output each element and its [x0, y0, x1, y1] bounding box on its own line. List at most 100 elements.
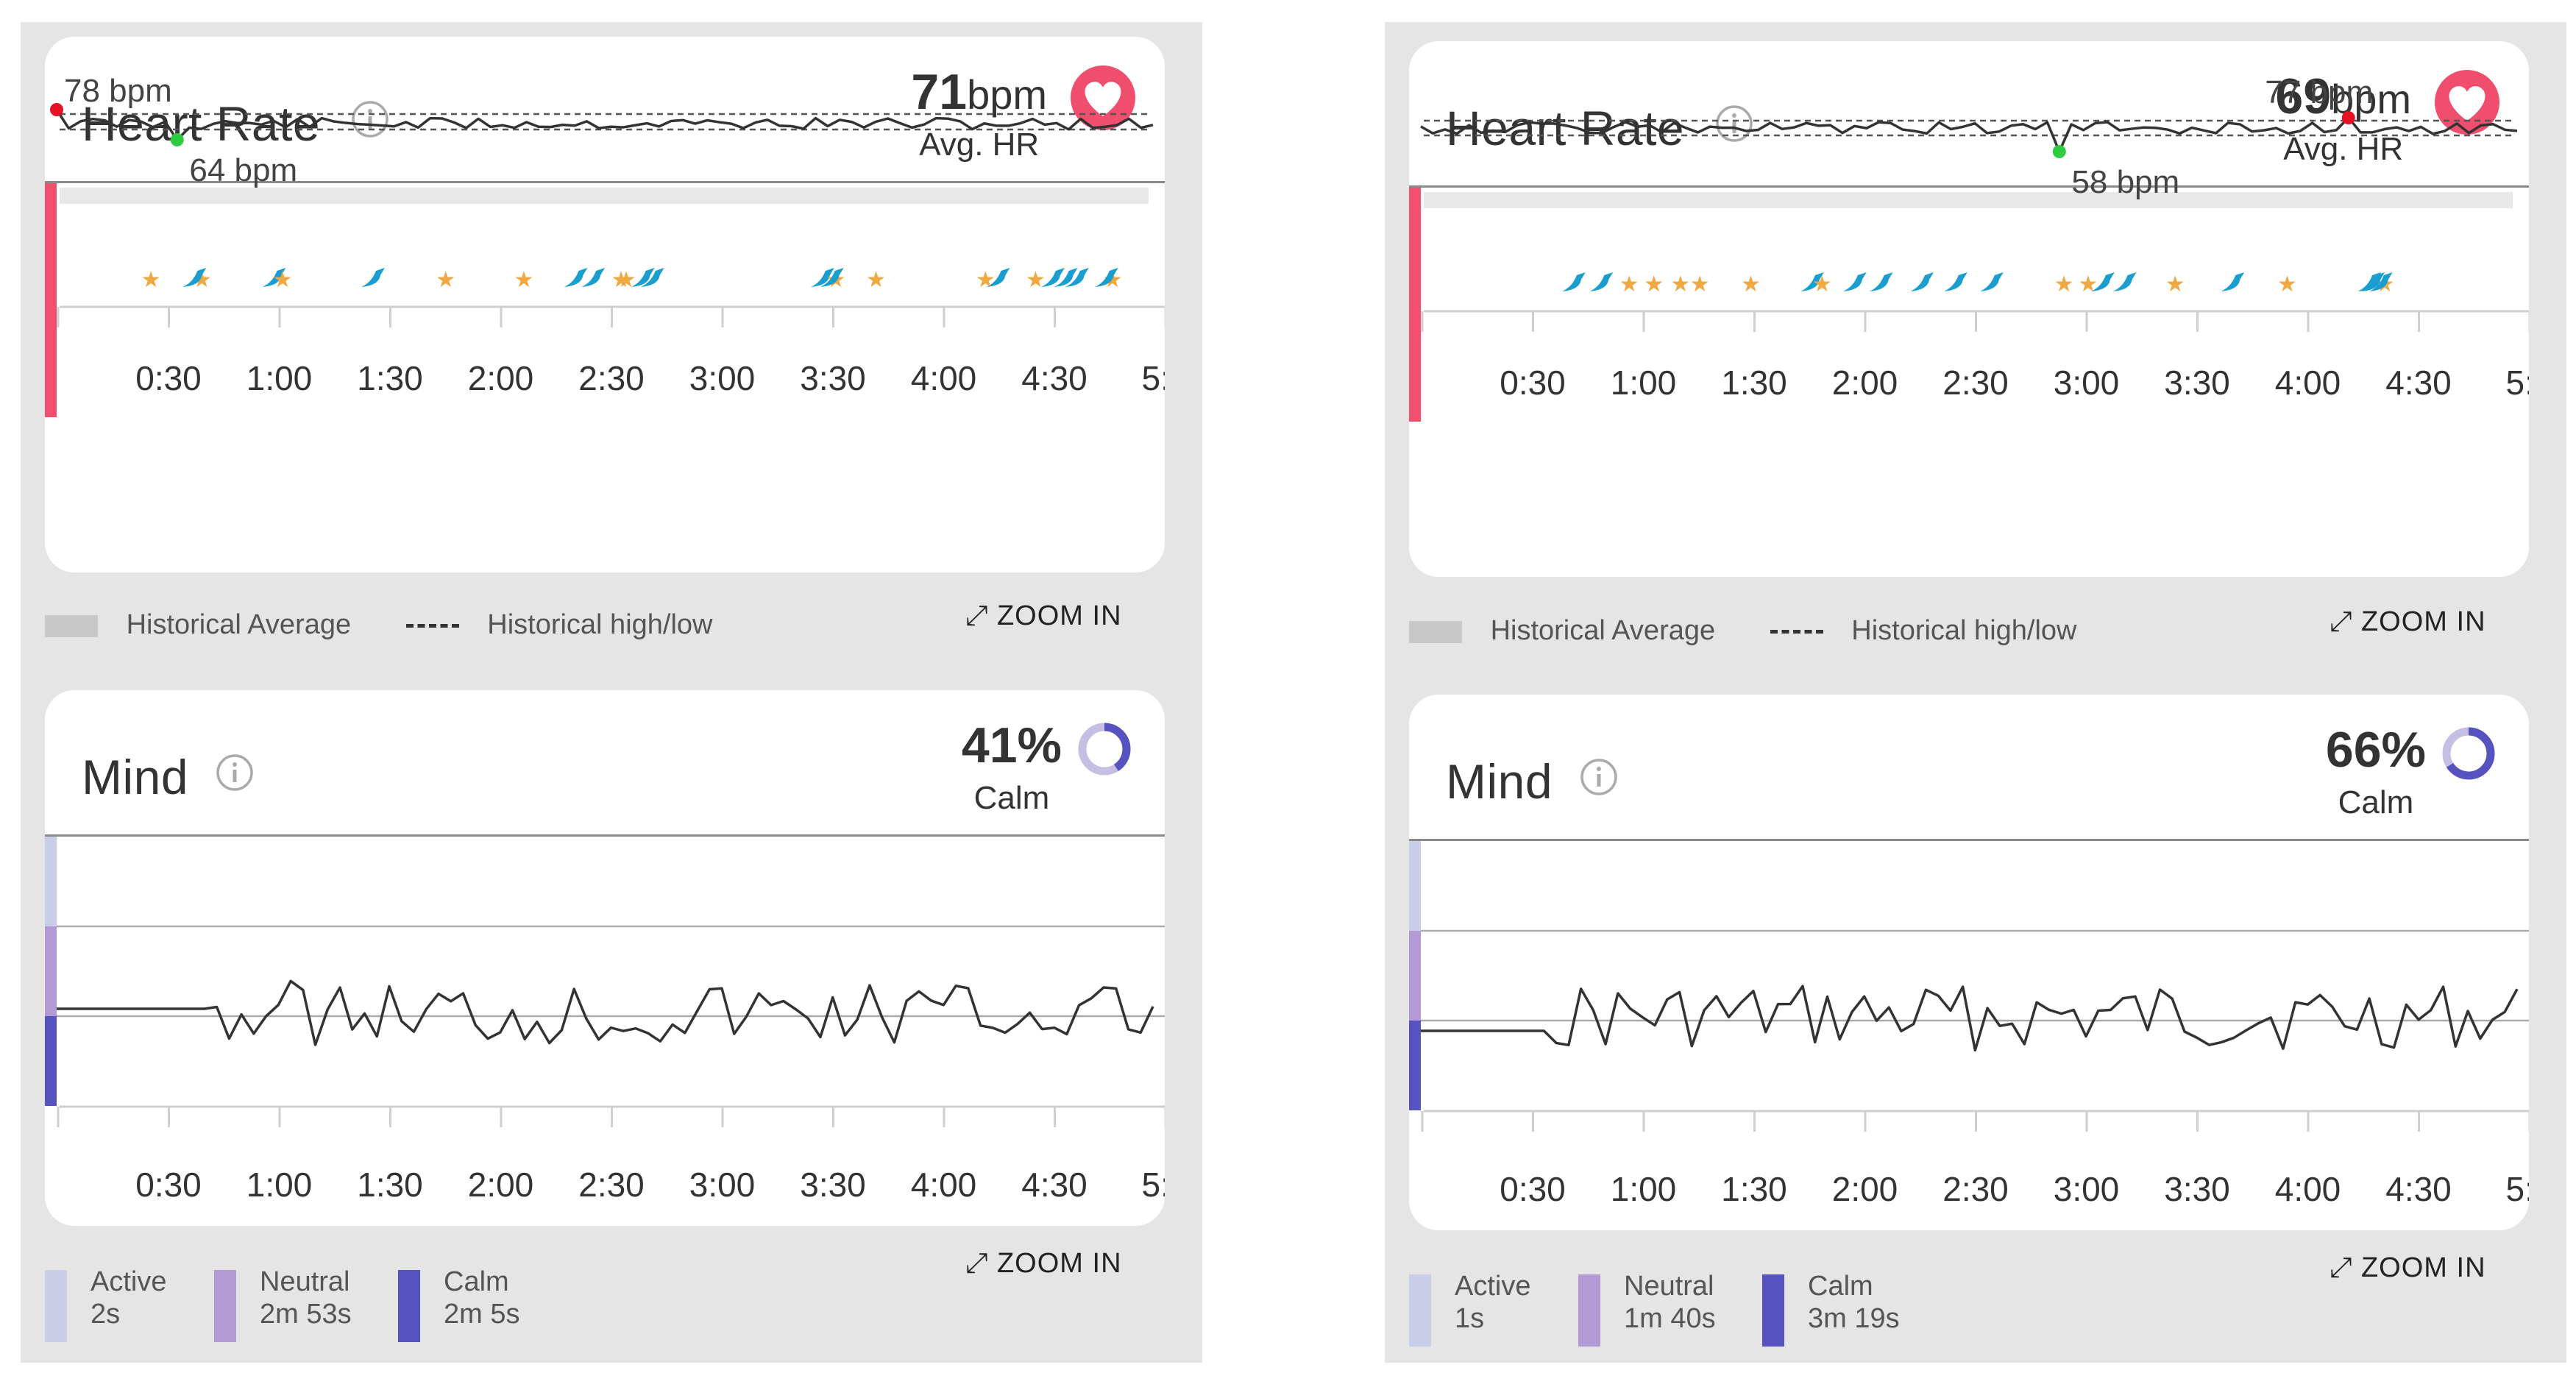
session-panel-2: Heart Rate 69bpm Avg. HR 77 bpm 58 bpm ★ ★ ★… [1385, 22, 2566, 1363]
min-hr-label: 58 bpm [2071, 164, 2179, 200]
hr-legend: Historical Average Historical high/low [1409, 615, 2076, 647]
max-hr-dot [50, 103, 63, 116]
x-tick-label: 4:00 [2275, 1170, 2341, 1208]
state-name: Active [91, 1266, 167, 1297]
x-tick-label: 3:00 [689, 359, 756, 397]
star-icon: ★ [1690, 272, 1710, 297]
active-zone-bar [45, 837, 57, 926]
historical-average-band [60, 188, 1149, 204]
expand-icon: ⤢ [965, 1248, 989, 1279]
max-hr-label: 77 bpm [2265, 74, 2373, 110]
x-tick-label: 1:00 [246, 1166, 313, 1204]
star-icon: ★ [1026, 268, 1046, 292]
calm-percent: 66% [2325, 722, 2426, 778]
star-icon: ★ [976, 268, 996, 292]
neutral-zone-bar [45, 926, 57, 1016]
info-icon[interactable] [1580, 758, 1618, 796]
x-tick-label: 2:00 [1832, 363, 1898, 402]
bird-icon [1979, 272, 2004, 291]
session-panel-1: Heart Rate 71bpm Avg. HR 78 bpm 64 bpm ★ ★ ★… [21, 22, 1202, 1363]
star-icon: ★ [273, 268, 293, 292]
heart-icon [2435, 70, 2499, 135]
zoom-in-label: ZOOM IN [996, 600, 1122, 631]
avg-hr-value: 71 [911, 64, 968, 120]
star-icon: ★ [2054, 272, 2074, 297]
historical-average-swatch [45, 614, 98, 637]
star-icon: ★ [1670, 272, 1690, 297]
x-tick-label: 2:00 [468, 1166, 534, 1204]
x-tick-label: 4:30 [2385, 363, 2452, 402]
x-tick-label: 5:0 [2506, 1170, 2529, 1208]
star-icon: ★ [2078, 272, 2098, 297]
avg-hr-value: 69 [2275, 68, 2332, 124]
historical-average-label: Historical Average [126, 609, 352, 640]
calm-ring-icon [2442, 727, 2495, 780]
x-tick-label: 5:0 [1142, 1166, 1165, 1204]
star-icon: ★ [611, 268, 631, 292]
state-duration: 2m 5s [444, 1299, 520, 1330]
hr-zoom-in-button[interactable]: ⤢ ZOOM IN [2330, 606, 2486, 638]
hr-zoom-in-button[interactable]: ⤢ ZOOM IN [965, 600, 1122, 632]
x-tick-label: 2:30 [1942, 363, 2009, 402]
bird-icon [1094, 268, 1118, 287]
info-icon[interactable] [351, 100, 389, 138]
active-swatch [45, 1270, 67, 1342]
mind-zoom-in-button[interactable]: ⤢ ZOOM IN [965, 1248, 1122, 1280]
x-tick-label: 3:00 [689, 1166, 756, 1204]
bird-icon [1054, 268, 1078, 287]
calm-zone-bar [1409, 1021, 1421, 1110]
state-name: Active [1455, 1271, 1531, 1302]
star-icon: ★ [1812, 272, 1832, 297]
historical-highlow-swatch [1770, 630, 1823, 634]
active-zone-bar [1409, 841, 1421, 931]
card-title: Mind [1446, 754, 1553, 809]
state-name: Neutral [1624, 1271, 1714, 1302]
x-tick-label: 3:00 [2054, 1170, 2120, 1208]
x-tick-label: 3:00 [2054, 363, 2120, 402]
mind-card: Mind 66% Calm 0:30 1:00 1:30 2:00 2:30 3:00 3:… [1409, 695, 2529, 1230]
x-tick-label: 4:30 [1021, 359, 1087, 397]
zoom-in-label: ZOOM IN [2360, 1252, 2486, 1283]
expand-icon: ⤢ [2330, 1252, 2353, 1283]
bird-icon [1589, 272, 1614, 291]
star-icon: ★ [866, 268, 886, 292]
star-icon: ★ [141, 268, 161, 292]
bird-icon [1040, 268, 1065, 287]
x-tick-label: 1:30 [1721, 1170, 1787, 1208]
avg-hr-metric: 71bpm Avg. HR [911, 63, 1047, 163]
x-tick-label: 0:30 [135, 359, 202, 397]
calm-metric: 41% Calm [962, 717, 1062, 817]
min-hr-label: 64 bpm [189, 152, 297, 188]
heart-rate-card: Heart Rate 69bpm Avg. HR 77 bpm 58 bpm ★ ★ ★… [1409, 41, 2529, 577]
star-icon: ★ [2277, 272, 2297, 297]
avg-hr-metric: 69bpm Avg. HR [2275, 68, 2411, 168]
bird-icon [1065, 268, 1089, 287]
state-name: Neutral [260, 1266, 350, 1297]
star-icon: ★ [1644, 272, 1664, 297]
info-icon[interactable] [216, 753, 254, 792]
star-icon: ★ [1644, 272, 1664, 297]
neutral-swatch [214, 1270, 236, 1342]
x-tick-label: 3:30 [2164, 363, 2230, 402]
x-tick-label: 4:30 [2385, 1170, 2452, 1208]
calm-label: Calm [2338, 784, 2414, 820]
bird-icon [2090, 272, 2115, 291]
historical-average-band [1424, 192, 2513, 208]
x-tick-label: 4:00 [2275, 363, 2341, 402]
mind-card: Mind 41% Calm 0:30 1:00 1:30 2:00 2:30 3:00 3:… [45, 690, 1165, 1226]
bird-icon [182, 268, 207, 287]
mind-zoom-in-button[interactable]: ⤢ ZOOM IN [2330, 1252, 2486, 1284]
avg-hr-label: Avg. HR [919, 127, 1040, 163]
calm-percent: 41% [961, 717, 1062, 773]
expand-icon: ⤢ [2330, 606, 2353, 637]
x-tick-label: 2:30 [1942, 1170, 2009, 1208]
zoom-in-label: ZOOM IN [2360, 606, 2486, 637]
bird-icon [2369, 272, 2393, 291]
x-tick-label: 1:30 [357, 1166, 423, 1204]
calm-metric: 66% Calm [2326, 721, 2426, 821]
ring-progress [2442, 727, 2495, 780]
x-tick-label: 2:00 [468, 359, 534, 397]
heart-rate-line [1420, 116, 2518, 153]
